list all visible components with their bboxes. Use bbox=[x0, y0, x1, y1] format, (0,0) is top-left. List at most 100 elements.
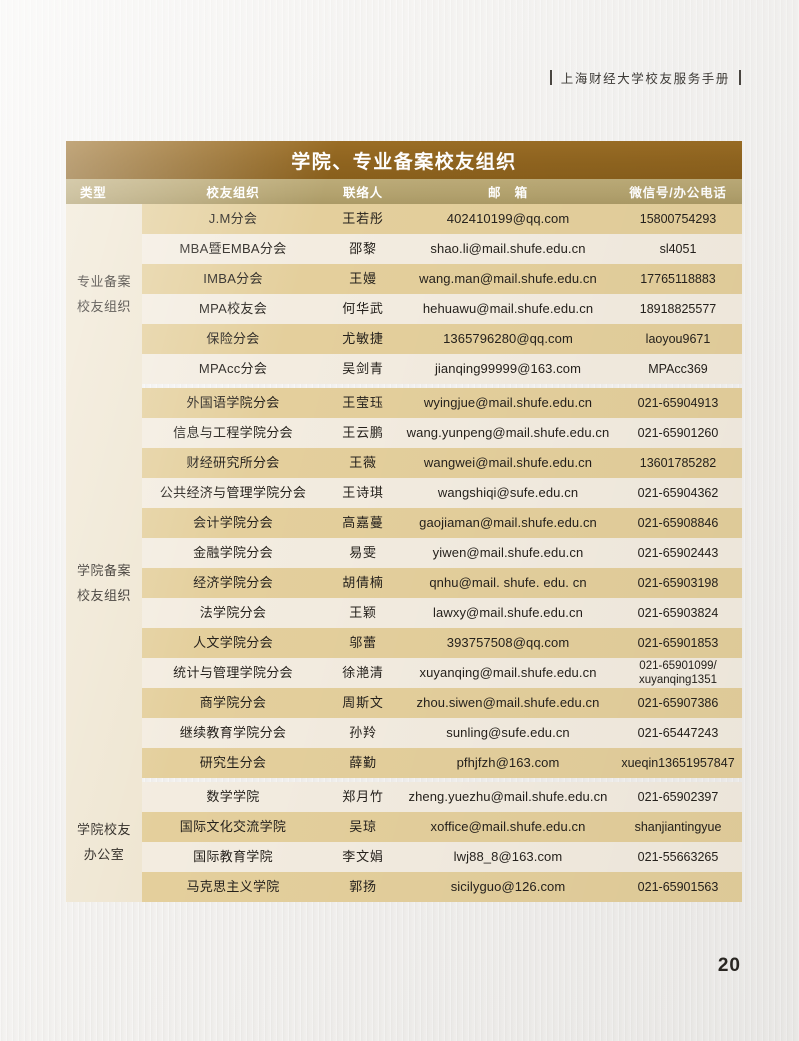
table-header: 类型 校友组织 联络人 邮 箱 微信号/办公电话 bbox=[66, 179, 742, 204]
cell-wechat-phone: MPAcc369 bbox=[614, 354, 742, 384]
cell-organization: 国际文化交流学院 bbox=[142, 812, 324, 842]
table-row: IMBA分会 王嫚 wang.man@mail.shufe.edu.cn 177651… bbox=[66, 264, 742, 294]
cell-contact: 王颖 bbox=[324, 598, 402, 628]
cell-organization: 公共经济与管理学院分会 bbox=[142, 478, 324, 508]
group-type-label: 学院校友 办公室 bbox=[66, 782, 142, 902]
cell-contact: 高嘉蔓 bbox=[324, 508, 402, 538]
cell-wechat-phone: 021-65902443 bbox=[614, 538, 742, 568]
table-row: 商学院分会 周斯文 zhou.siwen@mail.shufe.edu.cn 021-… bbox=[66, 688, 742, 718]
table-row: 金融学院分会 易雯 yiwen@mail.shufe.edu.cn 021-65902… bbox=[66, 538, 742, 568]
cell-organization: 财经研究所分会 bbox=[142, 448, 324, 478]
cell-email: lawxy@mail.shufe.edu.cn bbox=[402, 598, 614, 628]
cell-contact: 王薇 bbox=[324, 448, 402, 478]
group-type-label-line: 办公室 bbox=[83, 847, 125, 862]
rule-left-icon bbox=[549, 70, 552, 85]
column-header-contact: 联络人 bbox=[324, 179, 402, 204]
table-row: 统计与管理学院分会 徐滟清 xuyanqing@mail.shufe.edu.cn 0… bbox=[66, 658, 742, 688]
table-row: MPAcc分会 吴剑青 jianqing99999@163.com MPAcc369 bbox=[66, 354, 742, 384]
cell-contact: 吴琼 bbox=[324, 812, 402, 842]
cell-wechat-phone: 021-55663265 bbox=[614, 842, 742, 872]
table-title: 学院、专业备案校友组织 bbox=[66, 141, 742, 179]
cell-organization: 法学院分会 bbox=[142, 598, 324, 628]
cell-email: hehuawu@mail.shufe.edu.cn bbox=[402, 294, 614, 324]
cell-wechat-phone: 021-65901260 bbox=[614, 418, 742, 448]
cell-contact: 孙羚 bbox=[324, 718, 402, 748]
cell-organization: 国际教育学院 bbox=[142, 842, 324, 872]
cell-organization: 金融学院分会 bbox=[142, 538, 324, 568]
running-header-text: 上海财经大学校友服务手册 bbox=[560, 72, 730, 86]
table-row: MPA校友会 何华武 hehuawu@mail.shufe.edu.cn 189188… bbox=[66, 294, 742, 324]
cell-wechat-phone: 021-65902397 bbox=[614, 782, 742, 812]
cell-contact: 徐滟清 bbox=[324, 658, 402, 688]
cell-wechat-phone: shanjiantingyue bbox=[614, 812, 742, 842]
group-type-label-line: 学院备案 bbox=[76, 562, 131, 578]
cell-organization: 保险分会 bbox=[142, 324, 324, 354]
cell-organization: MPAcc分会 bbox=[142, 354, 324, 384]
cell-email: yiwen@mail.shufe.edu.cn bbox=[402, 538, 614, 568]
cell-wechat-phone: xueqin13651957847 bbox=[614, 748, 742, 778]
table-row: 研究生分会 薛勤 pfhjfzh@163.com xueqin13651957847 bbox=[66, 748, 742, 778]
table-row: 保险分会 尤敏捷 1365796280@qq.com laoyou9671 bbox=[66, 324, 742, 354]
cell-email: shao.li@mail.shufe.edu.cn bbox=[402, 234, 614, 264]
cell-email: wang.yunpeng@mail.shufe.edu.cn bbox=[402, 418, 614, 448]
cell-organization: MPA校友会 bbox=[142, 294, 324, 324]
cell-wechat-phone: 15800754293 bbox=[614, 204, 742, 234]
cell-email: pfhjfzh@163.com bbox=[402, 748, 614, 778]
cell-email: 393757508@qq.com bbox=[402, 628, 614, 658]
cell-contact: 王若彤 bbox=[324, 204, 402, 234]
cell-organization: IMBA分会 bbox=[142, 264, 324, 294]
table-grid: 类型 校友组织 联络人 邮 箱 微信号/办公电话 专业备案 校友组织 J.M分会 王若… bbox=[66, 179, 742, 902]
table-row: 专业备案 校友组织 J.M分会 王若彤 402410199@qq.com 15800754… bbox=[66, 204, 742, 384]
cell-wechat-phone: 021-65447243 bbox=[614, 718, 742, 748]
cell-contact: 吴剑青 bbox=[324, 354, 402, 384]
cell-contact: 王嫚 bbox=[324, 264, 402, 294]
table-row: 信息与工程学院分会 王云鹏 wang.yunpeng@mail.shufe.edu.… bbox=[66, 418, 742, 448]
cell-email: wangwei@mail.shufe.edu.cn bbox=[402, 448, 614, 478]
cell-organization: 统计与管理学院分会 bbox=[142, 658, 324, 688]
table-row: 人文学院分会 邬蕾 393757508@qq.com 021-65901853 bbox=[66, 628, 742, 658]
cell-contact: 邬蕾 bbox=[324, 628, 402, 658]
column-header-type: 类型 bbox=[66, 179, 142, 204]
cell-email: wyingjue@mail.shufe.edu.cn bbox=[402, 388, 614, 418]
cell-contact: 胡倩楠 bbox=[324, 568, 402, 598]
table-row: 国际教育学院 李文娟 lwj88_8@163.com 021-55663265 bbox=[66, 842, 742, 872]
cell-contact: 郭扬 bbox=[324, 872, 402, 902]
table-row: 财经研究所分会 王薇 wangwei@mail.shufe.edu.cn 136017… bbox=[66, 448, 742, 478]
table-row: 法学院分会 王颖 lawxy@mail.shufe.edu.cn 021-659038… bbox=[66, 598, 742, 628]
page-number: 20 bbox=[717, 955, 741, 976]
cell-email: lwj88_8@163.com bbox=[402, 842, 614, 872]
cell-organization: 继续教育学院分会 bbox=[142, 718, 324, 748]
group-type-label-line: 专业备案 bbox=[76, 273, 131, 289]
cell-email: gaojiaman@mail.shufe.edu.cn bbox=[402, 508, 614, 538]
cell-wechat-phone: 021-65903198 bbox=[614, 568, 742, 598]
cell-contact: 李文娟 bbox=[324, 842, 402, 872]
cell-organization: 经济学院分会 bbox=[142, 568, 324, 598]
cell-wechat-phone: 021-65901563 bbox=[614, 872, 742, 902]
column-header-wechat-phone: 微信号/办公电话 bbox=[614, 179, 742, 204]
cell-organization: 信息与工程学院分会 bbox=[142, 418, 324, 448]
cell-wechat-phone: 021-65903824 bbox=[614, 598, 742, 628]
running-header: 上海财经大学校友服务手册 bbox=[549, 68, 741, 87]
cell-email: zheng.yuezhu@mail.shufe.edu.cn bbox=[402, 782, 614, 812]
cell-wechat-phone: sl4051 bbox=[614, 234, 742, 264]
cell-email: sicilyguo@126.com bbox=[402, 872, 614, 902]
table-row: 马克思主义学院 郭扬 sicilyguo@126.com 021-65901563 bbox=[66, 872, 742, 902]
group-type-label: 学院备案 校友组织 bbox=[66, 388, 142, 778]
cell-email: 1365796280@qq.com bbox=[402, 324, 614, 354]
column-header-organization: 校友组织 bbox=[142, 179, 324, 204]
group-separator-type-cell bbox=[66, 384, 142, 388]
table-row: 会计学院分会 高嘉蔓 gaojiaman@mail.shufe.edu.cn 021-… bbox=[66, 508, 742, 538]
cell-email: jianqing99999@163.com bbox=[402, 354, 614, 384]
table-row: 经济学院分会 胡倩楠 qnhu@mail. shufe. edu. cn 021-65… bbox=[66, 568, 742, 598]
group-separator bbox=[66, 778, 742, 782]
cell-email: 402410199@qq.com bbox=[402, 204, 614, 234]
cell-wechat-phone: 021-65901099/xuyanqing1351 bbox=[614, 658, 742, 688]
cell-email: xuyanqing@mail.shufe.edu.cn bbox=[402, 658, 614, 688]
table-row: 国际文化交流学院 吴琼 xoffice@mail.shufe.edu.cn shanj… bbox=[66, 812, 742, 842]
cell-email: zhou.siwen@mail.shufe.edu.cn bbox=[402, 688, 614, 718]
alumni-organizations-table: 学院、专业备案校友组织 类型 校友组织 联络人 邮 箱 微信号/办公电话 专业备… bbox=[66, 141, 742, 902]
group-type-label: 专业备案 校友组织 bbox=[66, 204, 142, 384]
cell-email: wang.man@mail.shufe.edu.cn bbox=[402, 264, 614, 294]
group-type-label-line: 校友组织 bbox=[76, 299, 131, 314]
